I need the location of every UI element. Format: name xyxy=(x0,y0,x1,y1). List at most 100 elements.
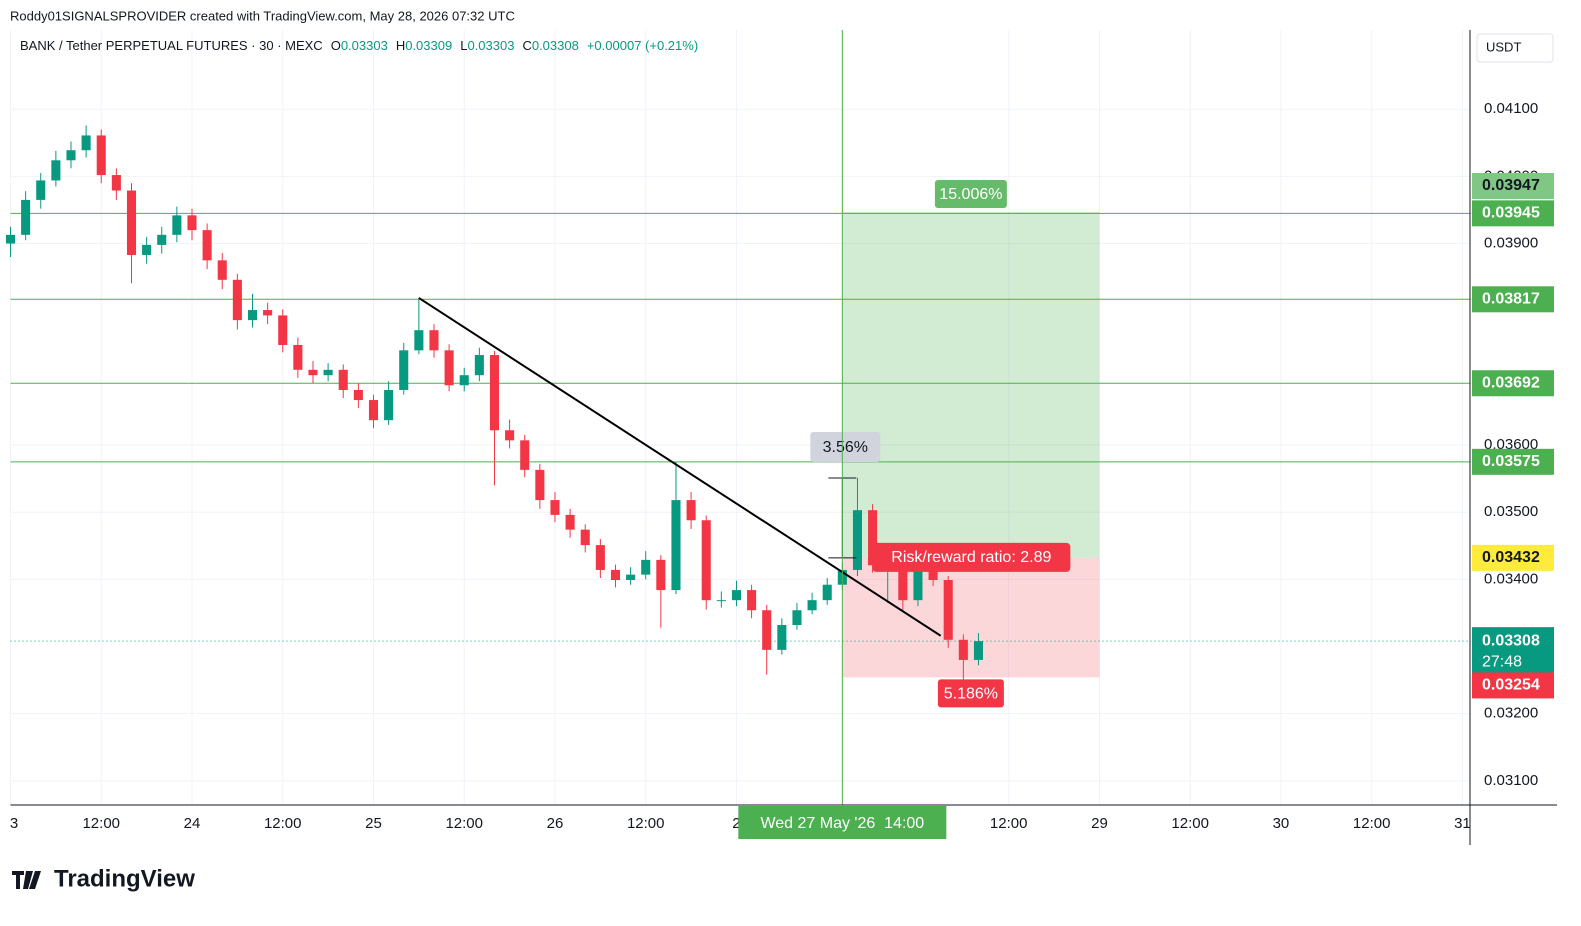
candle-body xyxy=(762,610,772,650)
x-tick-label: 30 xyxy=(1273,815,1290,832)
candle-body xyxy=(550,500,560,515)
candle-body xyxy=(353,389,363,401)
candle-body xyxy=(505,430,515,441)
candle-body xyxy=(81,135,91,151)
candle-body xyxy=(21,199,31,235)
candle-body xyxy=(898,559,908,601)
last-price-box xyxy=(1472,627,1554,674)
candle-body xyxy=(958,639,968,660)
y-tick-label: 0.03400 xyxy=(1484,570,1538,587)
ohlc-value: 0.03309 xyxy=(405,38,452,53)
target-pct-box xyxy=(934,179,1007,208)
crosshair-label-box xyxy=(738,806,947,839)
candle-body xyxy=(323,369,333,376)
y-tick-label: 0.03200 xyxy=(1484,705,1538,722)
candle-body xyxy=(641,559,651,575)
y-tick-label: 0.04100 xyxy=(1484,100,1538,117)
candle-body xyxy=(414,330,424,351)
x-tick-label: 12:00 xyxy=(264,815,302,832)
candle-body xyxy=(731,590,742,601)
price-label-box xyxy=(1472,544,1554,571)
ratio-box xyxy=(872,542,1071,572)
candle-body xyxy=(822,584,832,601)
candle-body xyxy=(610,569,621,581)
candle-body xyxy=(928,569,938,581)
x-tick-label: 24 xyxy=(184,815,201,832)
x-tick-label: 2 xyxy=(732,815,740,832)
x-tick-label: 12:00 xyxy=(1171,815,1209,832)
x-tick-label: 12:00 xyxy=(990,815,1028,832)
candle-body xyxy=(126,190,137,255)
candle-body xyxy=(66,150,76,161)
candle-body xyxy=(142,244,152,255)
brand: TradingView xyxy=(12,865,195,892)
candle-body xyxy=(520,440,530,470)
candle-body xyxy=(5,234,16,244)
price-label: 0.03254 xyxy=(1482,677,1540,694)
ohlc-key: C xyxy=(522,38,531,53)
candle-body xyxy=(868,510,878,566)
candle-body xyxy=(399,350,409,390)
candle-body xyxy=(701,520,711,601)
price-label-box xyxy=(1472,672,1554,699)
price-label: 0.03575 xyxy=(1482,453,1540,470)
candle-body xyxy=(595,545,605,570)
crosshair-label: Wed 27 May '26 14:00 xyxy=(760,815,924,832)
price-label-box xyxy=(1472,448,1554,475)
price-label-box xyxy=(1472,370,1554,397)
candle-body xyxy=(247,310,258,321)
candle-body xyxy=(96,135,106,176)
x-tick-label: 26 xyxy=(547,815,564,832)
measure-label: 3.56% xyxy=(823,439,868,456)
price-label: 0.03947 xyxy=(1482,177,1540,194)
currency-box xyxy=(1476,33,1554,63)
candle-body xyxy=(293,344,303,370)
candle-body xyxy=(157,234,167,245)
candle-body xyxy=(459,375,469,386)
candle-body xyxy=(671,500,681,591)
candle-body xyxy=(263,310,273,316)
currency: USDT xyxy=(1486,39,1521,54)
candle-body xyxy=(384,389,394,421)
trendline xyxy=(418,297,942,637)
x-tick-label: 12:00 xyxy=(82,815,120,832)
candle-body xyxy=(686,500,696,521)
candle-body xyxy=(747,590,757,611)
y-tick-label: 0.03900 xyxy=(1484,235,1538,252)
candle-body xyxy=(792,610,802,626)
ohlc-value: 0.03303 xyxy=(467,38,514,53)
loss-zone xyxy=(842,557,1100,678)
candle-body xyxy=(807,600,817,611)
change: +0.00007 (+0.21%) xyxy=(587,38,698,53)
stop-pct: 5.186% xyxy=(944,686,998,703)
stop-pct-box xyxy=(937,679,1004,708)
candle-body xyxy=(278,315,288,345)
candle-body xyxy=(777,625,787,650)
x-tick-label: 12:00 xyxy=(627,815,665,832)
price-label: 0.03432 xyxy=(1482,549,1540,566)
x-tick-label: 25 xyxy=(365,815,382,832)
candle-body xyxy=(338,369,348,390)
candle-body xyxy=(565,514,575,530)
y-tick-label: 0.03100 xyxy=(1484,772,1538,789)
x-tick-label: 12:00 xyxy=(1353,815,1391,832)
y-tick-label: 0.03500 xyxy=(1484,503,1538,520)
candle-body xyxy=(36,180,46,200)
profit-zone xyxy=(842,211,1100,558)
candle-body xyxy=(973,641,983,660)
measure-label-box xyxy=(810,431,881,462)
last-price: 0.03308 xyxy=(1482,632,1540,649)
candle-body xyxy=(535,469,545,501)
candle-body xyxy=(852,510,863,570)
countdown: 27:48 xyxy=(1482,653,1522,670)
header: Roddy01SIGNALSPROVIDER created with Trad… xyxy=(10,8,515,23)
ohlc-key: L xyxy=(460,38,467,53)
candle-body xyxy=(51,160,61,181)
legend: BANK / Tether PERPETUAL FUTURES · 30 · M… xyxy=(20,38,698,53)
candle-body xyxy=(913,569,923,601)
candle-body xyxy=(656,559,666,591)
candle-body xyxy=(308,369,318,376)
price-label: 0.03817 xyxy=(1482,291,1540,308)
